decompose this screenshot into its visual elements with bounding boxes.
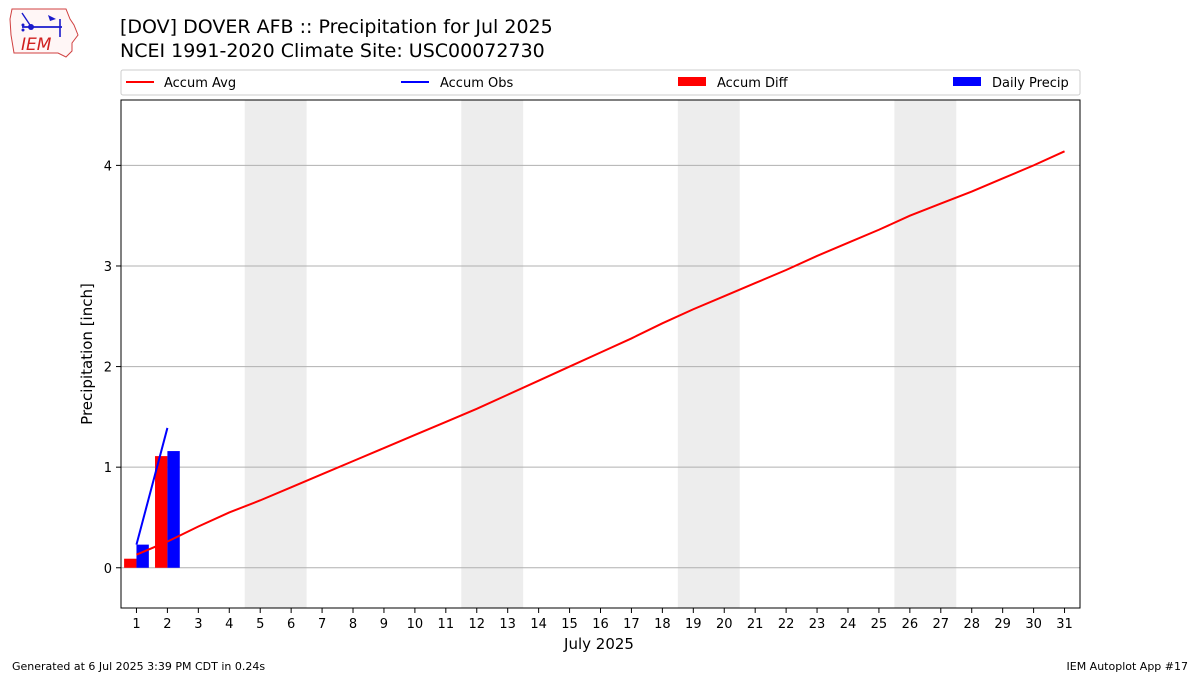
x-tick-label-14: 14: [530, 617, 547, 632]
y-axis-label: Precipitation [inch]: [78, 283, 96, 425]
y-tick-label-0: 0: [104, 562, 112, 577]
weekend-band-3: [677, 100, 740, 608]
x-tick-label-10: 10: [407, 617, 424, 632]
legend-swatch-accum-diff: [678, 77, 706, 86]
x-tick-label-20: 20: [716, 617, 733, 632]
legend-label-accum-diff: Accum Diff: [717, 76, 789, 91]
x-tick-label-19: 19: [685, 617, 702, 632]
weekend-band-2: [461, 100, 524, 608]
x-tick-label-7: 7: [318, 617, 326, 632]
x-tick-label-12: 12: [468, 617, 485, 632]
app-label: IEM Autoplot App #17: [1066, 660, 1189, 673]
y-tick-label-2: 2: [104, 361, 112, 376]
weekend-band-1: [244, 100, 307, 608]
x-tick-label-26: 26: [902, 617, 919, 632]
x-tick-label-27: 27: [933, 617, 950, 632]
x-tick-label-21: 21: [747, 617, 764, 632]
x-tick-label-3: 3: [194, 617, 202, 632]
y-tick-label-3: 3: [104, 260, 112, 275]
chart-subtitle: NCEI 1991-2020 Climate Site: USC00072730: [120, 40, 545, 62]
x-tick-label-13: 13: [499, 617, 516, 632]
x-tick-label-1: 1: [132, 617, 140, 632]
x-tick-label-29: 29: [994, 617, 1011, 632]
x-tick-label-31: 31: [1056, 617, 1073, 632]
x-tick-label-23: 23: [809, 617, 826, 632]
x-tick-label-6: 6: [287, 617, 295, 632]
chart-title: [DOV] DOVER AFB :: Precipitation for Jul…: [120, 16, 553, 38]
x-tick-label-8: 8: [349, 617, 357, 632]
x-tick-label-11: 11: [438, 617, 455, 632]
weekend-band-4: [894, 100, 957, 608]
x-tick-label-25: 25: [871, 617, 888, 632]
x-tick-label-22: 22: [778, 617, 795, 632]
plot-frame: [120, 99, 1081, 609]
legend-label-daily-precip: Daily Precip: [992, 76, 1069, 91]
legend-swatch-daily-precip: [953, 77, 981, 86]
iem-logo: IEM: [8, 5, 80, 63]
bar-accum-diff-2: [155, 456, 168, 568]
y-tick-label-1: 1: [104, 461, 112, 476]
x-tick-label-18: 18: [654, 617, 671, 632]
x-tick-label-9: 9: [380, 617, 388, 632]
x-tick-label-17: 17: [623, 617, 640, 632]
legend-label-accum-avg: Accum Avg: [164, 76, 236, 91]
x-tick-label-16: 16: [592, 617, 609, 632]
bar-accum-diff-1: [124, 558, 137, 568]
bar-daily-precip-2: [167, 451, 180, 568]
legend-label-accum-obs: Accum Obs: [440, 76, 513, 91]
generated-timestamp: Generated at 6 Jul 2025 3:39 PM CDT in 0…: [12, 660, 266, 673]
x-axis-label: July 2025: [563, 635, 634, 653]
logo-text: IEM: [21, 35, 52, 55]
x-tick-label-30: 30: [1025, 617, 1042, 632]
line-accum-avg: [136, 150, 1065, 556]
y-tick-label-4: 4: [104, 159, 112, 174]
x-tick-label-28: 28: [963, 617, 980, 632]
line-accum-obs: [135, 427, 169, 545]
x-tick-label-24: 24: [840, 617, 857, 632]
x-tick-label-2: 2: [163, 617, 171, 632]
x-tick-label-4: 4: [225, 617, 233, 632]
x-tick-label-15: 15: [561, 617, 578, 632]
legend: Accum Avg Accum Obs Accum Diff Daily Pre…: [120, 69, 1081, 96]
bar-daily-precip-1: [136, 544, 149, 568]
x-tick-label-5: 5: [256, 617, 264, 632]
